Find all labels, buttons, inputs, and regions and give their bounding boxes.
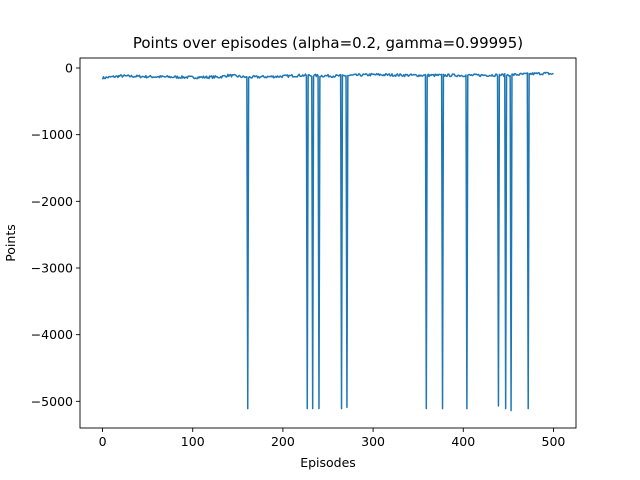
x-axis: 0 100 200 300 400 500 — [99, 428, 566, 449]
y-axis: 0 −1000 −2000 −3000 −4000 −5000 — [31, 61, 80, 409]
y-axis-title: Points — [3, 224, 18, 262]
y-tick-label: −5000 — [31, 394, 73, 409]
y-tick-label: −3000 — [31, 261, 73, 276]
y-tick-label: −2000 — [31, 194, 73, 209]
y-tick-label: −1000 — [31, 127, 73, 142]
x-tick-label: 100 — [181, 434, 205, 449]
chart-title: Points over episodes (alpha=0.2, gamma=0… — [133, 34, 523, 52]
y-tick-label: −4000 — [31, 327, 73, 342]
plot-frame — [79, 57, 577, 429]
series-layer — [101, 71, 554, 412]
x-tick-label: 0 — [99, 434, 107, 449]
x-tick-label: 400 — [451, 434, 475, 449]
series-line — [101, 71, 554, 412]
plot-area — [79, 57, 577, 429]
x-axis-title: Episodes — [300, 455, 356, 470]
y-tick-label: 0 — [65, 61, 73, 76]
x-tick-label: 300 — [361, 434, 385, 449]
x-tick-label: 200 — [271, 434, 295, 449]
plot-background — [80, 58, 576, 428]
x-tick-label: 500 — [542, 434, 566, 449]
